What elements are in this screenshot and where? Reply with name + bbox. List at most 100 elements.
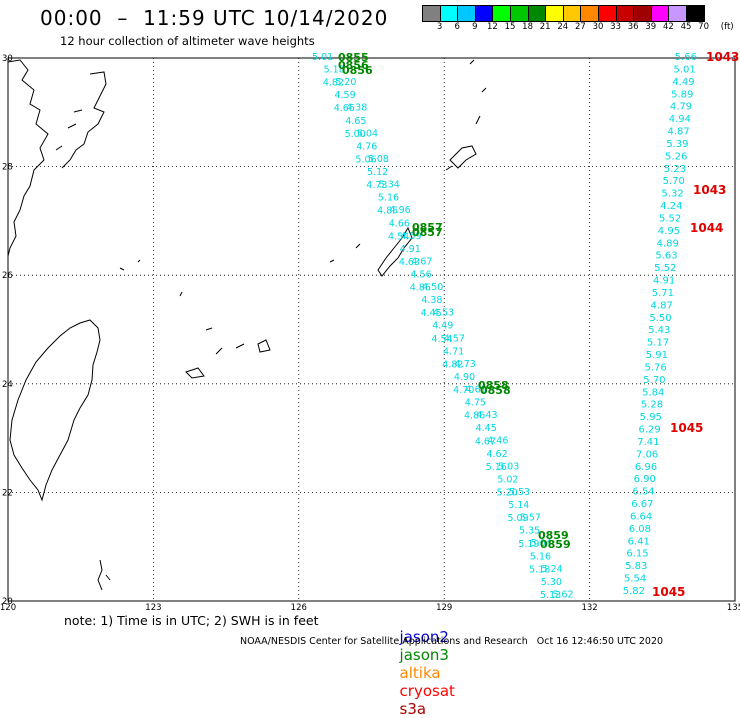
right-wave-value: 5.70 [663, 176, 685, 187]
pressure-label: 1043 [693, 183, 726, 197]
right-column-values: 5.665.014.495.894.794.944.875.395.265.23… [623, 52, 697, 597]
track-wave-value: 5.06 [355, 154, 376, 165]
track-wave-value: 4.61 [466, 385, 487, 396]
lat-label: 28 [2, 163, 13, 173]
right-wave-value: 5.70 [643, 375, 665, 386]
right-wave-value: 4.87 [651, 300, 673, 311]
right-wave-value: 5.26 [665, 151, 687, 162]
pressure-label: 1045 [652, 585, 685, 599]
track-wave-value: 4.82 [323, 78, 344, 89]
track-wave-value: 5.03 [498, 461, 519, 472]
lon-label: 120 [0, 603, 16, 613]
track-wave-value: 4.54 [431, 334, 452, 345]
track-wave-value: 5.08 [368, 154, 389, 165]
track-wave-value: 5.53 [509, 487, 530, 498]
satellite-legend: jason2 jason3 altika cryosat s3a [390, 610, 465, 718]
right-wave-value: 6.64 [630, 511, 652, 522]
right-wave-value: 6.29 [638, 425, 660, 436]
track-wave-value: 4.91 [400, 244, 421, 255]
right-wave-value: 5.17 [647, 338, 669, 349]
legend-swatch [546, 6, 564, 21]
right-wave-value: 4.49 [672, 77, 694, 88]
track-wave-value: 4.38 [421, 295, 442, 306]
track-wave-value: 4.59 [334, 90, 355, 101]
track-wave-value: 5.18 [324, 65, 345, 76]
wave-height-map: 5.015.185.204.824.594.384.664.655.045.00… [0, 50, 740, 613]
right-wave-value: 4.24 [660, 201, 682, 212]
satellite-track-jason3: 5.015.185.204.824.594.384.664.655.045.00… [312, 52, 574, 601]
lat-label: 30 [2, 54, 13, 64]
right-wave-value: 5.52 [659, 213, 681, 224]
track-wave-value: 4.75 [465, 398, 486, 409]
sat-altika: altika [399, 664, 441, 682]
credit-line: NOAA/NESDIS Center for Satellite Applica… [240, 636, 664, 647]
track-time-label: 0858 [480, 384, 511, 397]
map-frame [7, 57, 736, 602]
right-wave-value: 6.41 [628, 536, 650, 547]
lon-label: 135 [727, 603, 740, 613]
track-wave-value: 4.96 [390, 205, 411, 216]
track-wave-value: 4.66 [334, 103, 355, 114]
map-subtitle: 12 hour collection of altimeter wave hei… [60, 34, 315, 48]
track-wave-value: 4.59 [400, 231, 421, 242]
track-wave-value: 5.04 [531, 538, 552, 549]
track-wave-value: 4.67 [475, 436, 496, 447]
legend-label: 70 [698, 22, 710, 32]
track-wave-value: 5.01 [312, 52, 333, 63]
legend-swatch [651, 6, 670, 21]
track-wave-value: 4.86 [410, 283, 431, 294]
coastlines [7, 59, 487, 591]
sat-jason3: jason3 [399, 646, 449, 664]
legend-swatch [475, 6, 494, 21]
track-time-label: 0855 [338, 51, 369, 64]
track-wave-value: 4.63 [399, 257, 420, 268]
amami-islands [445, 59, 487, 171]
color-legend [422, 5, 705, 22]
sat-s3a: s3a [399, 700, 427, 718]
pressure-label: 1045 [670, 421, 703, 435]
track-time-label: 0856 [338, 59, 369, 72]
legend-label: 30 [592, 22, 604, 32]
color-legend-labels: 3 6 9 12 15 18 21 24 27 30 33 36 39 42 45 70 (ft) [422, 22, 740, 34]
legend-label: 42 [662, 22, 674, 32]
track-wave-value: 5.35 [519, 526, 540, 537]
track-wave-value: 5.62 [552, 589, 573, 600]
legend-label: 9 [472, 22, 478, 32]
taiwan-island [9, 319, 101, 502]
track-wave-value: 5.09 [507, 513, 528, 524]
right-wave-value: 5.76 [645, 362, 667, 373]
pressure-label: 1044 [690, 221, 723, 235]
lat-label: 20 [2, 597, 13, 607]
lon-label: 129 [436, 603, 452, 613]
track-time-label: 0859 [538, 529, 569, 542]
right-wave-value: 5.23 [664, 164, 686, 175]
right-wave-value: 5.89 [671, 89, 693, 100]
right-wave-value: 5.82 [623, 586, 645, 597]
legend-swatch [528, 6, 547, 21]
track-wave-value: 4.49 [432, 321, 453, 332]
right-wave-value: 5.54 [624, 574, 646, 585]
legend-label: 6 [454, 22, 460, 32]
track-wave-value: 4.71 [443, 346, 464, 357]
track-wave-value: 4.57 [444, 333, 465, 344]
sat-cryosat: cryosat [399, 682, 455, 700]
right-wave-value: 4.91 [653, 276, 675, 287]
legend-label: 15 [504, 22, 516, 32]
legend-swatch [493, 6, 511, 21]
right-wave-value: 5.66 [675, 52, 697, 63]
track-wave-value: 5.02 [497, 474, 518, 485]
china-coast-islands [55, 71, 107, 169]
right-wave-value: 5.01 [674, 64, 696, 75]
track-wave-value: 4.50 [422, 282, 443, 293]
right-wave-value: 5.83 [625, 561, 647, 572]
legend-label: 3 [436, 22, 443, 32]
legend-swatch [669, 6, 687, 21]
track-wave-value: 5.16 [378, 193, 399, 204]
right-wave-value: 5.28 [641, 400, 663, 411]
legend-label: 33 [610, 22, 622, 32]
track-wave-value: 5.57 [520, 513, 541, 524]
footer-note: note: 1) Time is in UTC; 2) SWH is in fe… [64, 613, 319, 628]
track-wave-value: 4.66 [389, 218, 410, 229]
track-wave-value: 4.45 [421, 308, 442, 319]
